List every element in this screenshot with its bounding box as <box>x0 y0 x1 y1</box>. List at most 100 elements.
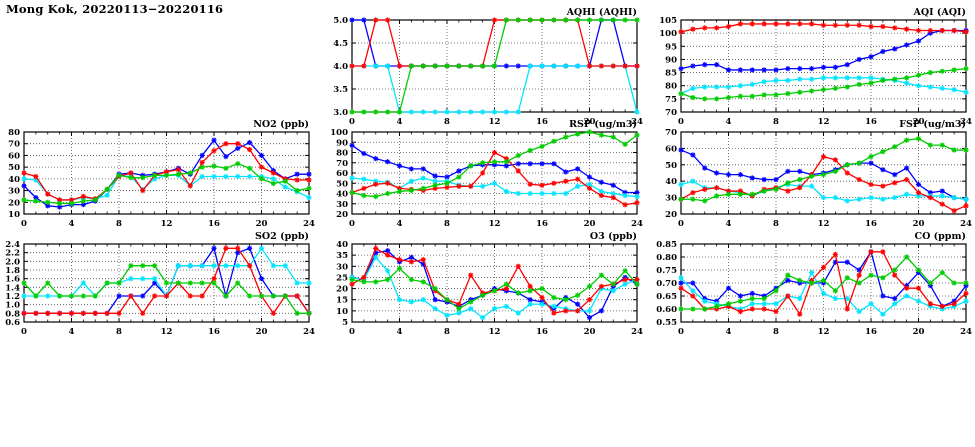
svg-text:16: 16 <box>865 117 877 127</box>
svg-text:75: 75 <box>665 95 677 105</box>
svg-text:2.2: 2.2 <box>5 249 20 259</box>
svg-text:85: 85 <box>665 69 677 79</box>
svg-text:5: 5 <box>342 318 348 328</box>
svg-text:16: 16 <box>865 327 877 337</box>
svg-text:2.4: 2.4 <box>5 240 20 250</box>
svg-text:1.0: 1.0 <box>5 301 20 311</box>
svg-text:0: 0 <box>678 327 684 337</box>
chart-panel-so2: SO2 (ppb) <box>24 231 309 322</box>
svg-text:90: 90 <box>665 55 677 65</box>
svg-text:0.65: 0.65 <box>656 292 677 302</box>
svg-text:8: 8 <box>773 219 779 229</box>
svg-text:20: 20 <box>8 198 20 208</box>
svg-text:100: 100 <box>659 29 677 39</box>
svg-text:0.80: 0.80 <box>656 253 677 263</box>
svg-text:4.5: 4.5 <box>333 39 348 49</box>
chart-panel-aqhi: AQHI (AQHI) <box>352 7 637 112</box>
svg-text:40: 40 <box>336 190 348 200</box>
svg-text:10: 10 <box>336 307 348 317</box>
svg-text:20: 20 <box>256 219 268 229</box>
chart-title-aqi: AQI (AQI) <box>913 7 966 18</box>
svg-text:8: 8 <box>116 219 122 229</box>
chart-title-o3: O3 (ppb) <box>589 231 637 242</box>
chart-panel-aqi: AQI (AQI) <box>681 7 966 112</box>
chart-title-aqhi: AQHI (AQHI) <box>566 7 637 18</box>
svg-text:30: 30 <box>336 262 348 272</box>
svg-text:95: 95 <box>665 42 677 52</box>
svg-text:0.8: 0.8 <box>5 309 20 319</box>
svg-text:8: 8 <box>773 327 779 337</box>
svg-text:12: 12 <box>489 327 501 337</box>
svg-text:80: 80 <box>336 149 348 159</box>
chart-title-no2: NO2 (ppb) <box>253 119 309 130</box>
svg-text:4: 4 <box>69 219 75 229</box>
chart-title-co: CO (ppm) <box>914 231 966 242</box>
svg-text:0.85: 0.85 <box>656 240 677 250</box>
svg-text:70: 70 <box>8 140 20 150</box>
svg-text:1.4: 1.4 <box>5 283 20 293</box>
svg-text:20: 20 <box>256 327 268 337</box>
svg-text:1.6: 1.6 <box>5 275 20 285</box>
svg-text:0: 0 <box>349 219 355 229</box>
svg-text:4.0: 4.0 <box>333 62 348 72</box>
svg-text:0: 0 <box>678 219 684 229</box>
svg-text:3.0: 3.0 <box>333 108 348 118</box>
svg-text:24: 24 <box>960 219 972 229</box>
chart-title-so2: SO2 (ppb) <box>255 231 309 242</box>
svg-text:40: 40 <box>336 240 348 250</box>
chart-title-fsp: FSP (ug/m3) <box>899 119 966 130</box>
svg-text:2.0: 2.0 <box>5 257 20 267</box>
svg-text:0.75: 0.75 <box>656 266 677 276</box>
svg-text:4: 4 <box>397 219 403 229</box>
svg-text:8: 8 <box>444 117 450 127</box>
chart-panel-no2: NO2 (ppb) <box>24 119 309 214</box>
svg-text:12: 12 <box>161 327 173 337</box>
svg-text:4: 4 <box>726 219 732 229</box>
svg-text:12: 12 <box>489 219 501 229</box>
svg-text:20: 20 <box>336 285 348 295</box>
svg-text:50: 50 <box>336 179 348 189</box>
svg-text:10: 10 <box>8 210 20 220</box>
svg-text:40: 40 <box>8 175 20 185</box>
svg-text:20: 20 <box>913 327 925 337</box>
svg-text:0.6: 0.6 <box>5 318 20 328</box>
svg-text:60: 60 <box>665 144 677 154</box>
svg-text:20: 20 <box>336 210 348 220</box>
svg-text:80: 80 <box>665 82 677 92</box>
svg-text:30: 30 <box>665 194 677 204</box>
svg-text:0: 0 <box>678 117 684 127</box>
page-title: Mong Kok, 20220113−20220116 <box>6 2 224 16</box>
svg-text:20: 20 <box>584 219 596 229</box>
svg-text:12: 12 <box>161 219 173 229</box>
svg-text:8: 8 <box>773 117 779 127</box>
svg-text:12: 12 <box>818 219 830 229</box>
svg-text:16: 16 <box>536 327 548 337</box>
svg-text:60: 60 <box>336 169 348 179</box>
svg-text:50: 50 <box>665 161 677 171</box>
svg-text:0: 0 <box>21 219 27 229</box>
svg-text:16: 16 <box>208 327 220 337</box>
chart-title-rsp: RSP (ug/m3) <box>569 119 637 130</box>
svg-text:30: 30 <box>336 200 348 210</box>
svg-text:1.8: 1.8 <box>5 266 20 276</box>
svg-text:16: 16 <box>865 219 877 229</box>
svg-text:90: 90 <box>336 138 348 148</box>
svg-text:3.5: 3.5 <box>333 85 348 95</box>
svg-text:20: 20 <box>913 219 925 229</box>
svg-text:24: 24 <box>631 219 643 229</box>
svg-text:8: 8 <box>116 327 122 337</box>
chart-panel-rsp: RSP (ug/m3) <box>352 119 637 214</box>
svg-text:4: 4 <box>726 327 732 337</box>
svg-text:24: 24 <box>960 327 972 337</box>
svg-text:0: 0 <box>349 117 355 127</box>
svg-text:20: 20 <box>584 327 596 337</box>
chart-panel-co: CO (ppm) <box>681 231 966 322</box>
svg-text:24: 24 <box>303 219 315 229</box>
svg-text:24: 24 <box>303 327 315 337</box>
svg-text:16: 16 <box>536 219 548 229</box>
svg-text:0: 0 <box>21 327 27 337</box>
svg-text:4: 4 <box>69 327 75 337</box>
svg-text:70: 70 <box>336 159 348 169</box>
svg-text:16: 16 <box>208 219 220 229</box>
svg-text:4: 4 <box>397 117 403 127</box>
